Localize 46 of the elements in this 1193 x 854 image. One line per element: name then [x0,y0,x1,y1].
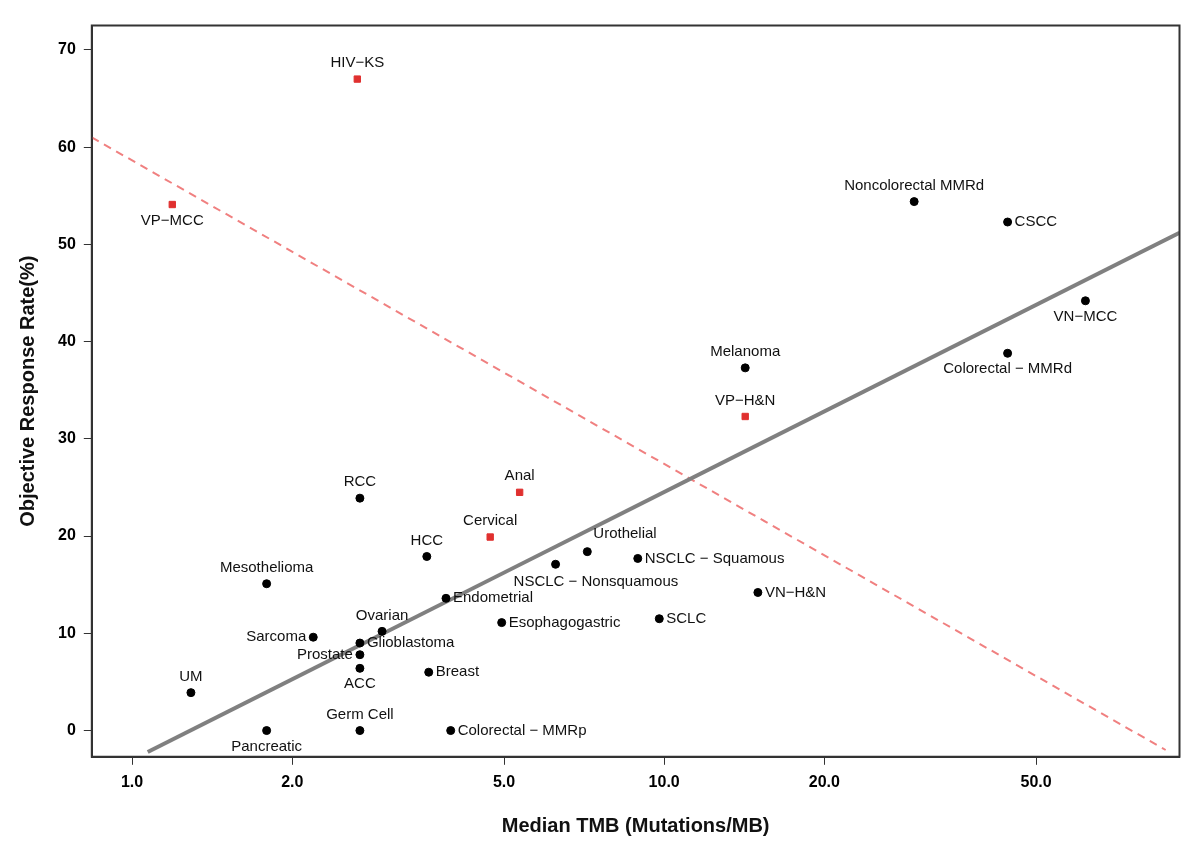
x-tick-label: 1.0 [120,772,144,790]
annotation: Glioblastoma [366,633,456,651]
annotation: Noncolorectal MMRd [844,175,985,193]
annotation: Pancreatic [231,736,303,754]
y-tick-label: 50 [58,234,76,252]
annotation: HCC [410,530,444,548]
y-axis-title: Objective Response Rate(%) [15,255,38,527]
annotation: Germ Cell [326,704,394,722]
annotation: Sarcoma [246,627,307,645]
x-tick-label: 50.0 [1020,772,1052,790]
annotation: VP−H&N [714,390,776,408]
y-tick-label: 70 [58,40,76,58]
annotation: CSCC [1014,212,1058,230]
annotation: VP−MCC [140,210,204,228]
annotation: Mesothelioma [219,557,314,575]
annotation: NSCLC − Nonsquamous [513,572,679,590]
annotation: SCLC [666,608,707,626]
annotation: Ovarian [355,605,409,623]
annotation: RCC [343,472,377,490]
x-tick-label: 20.0 [808,772,841,790]
annotation: Cervical [463,511,518,529]
annotation: Colorectal − MMRd [943,359,1072,377]
x-tick-label: 2.0 [281,772,304,790]
annotation: Esophagogastric [508,612,621,630]
annotation: Melanoma [710,342,781,359]
y-tick-label: 30 [58,429,76,447]
x-axis-title: Median TMB (Mutations/MB) [501,813,770,836]
y-tick-label: 20 [58,526,76,544]
y-tick-label: 10 [58,623,76,641]
y-tick-label: 60 [58,137,76,155]
annotation: Endometrial [452,588,534,606]
y-tick-label: 0 [66,720,76,738]
annotation: VN−MCC [1053,306,1118,324]
annotation: HIV−KS [330,53,385,71]
annotation: Anal [504,466,535,484]
annotation: Prostate [297,644,353,662]
annotation: UM [179,666,203,684]
annotation: ACC [344,674,376,692]
annotation: NSCLC − Squamous [644,548,785,566]
x-tick-label: 5.0 [492,772,516,790]
y-tick-label: 40 [58,332,76,350]
annotation: Urothelial [593,523,657,541]
x-tick-label: 10.0 [648,772,680,790]
annotation: Colorectal − MMRp [457,720,587,738]
annotation: Breast [435,662,480,680]
annotation: VN−H&N [764,582,827,600]
